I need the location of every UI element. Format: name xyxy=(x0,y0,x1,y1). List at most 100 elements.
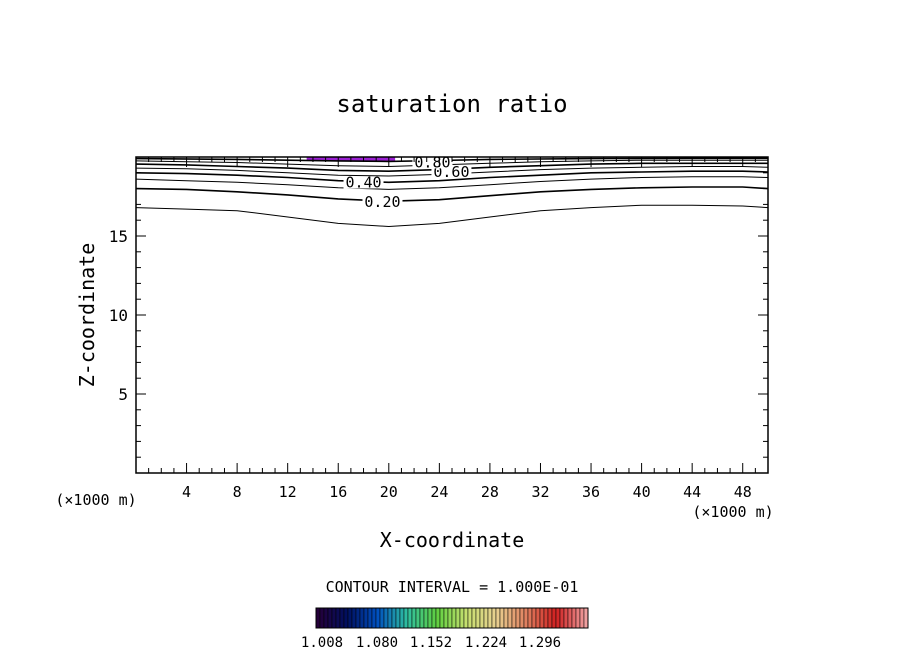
colorbar-cell xyxy=(355,607,361,629)
colorbar-tick-label: 1.008 xyxy=(301,635,343,651)
colorbar-cell xyxy=(399,607,405,629)
colorbar-cell xyxy=(339,607,345,629)
x-unit-right: (×1000 m) xyxy=(692,503,773,521)
contour-interval-text: CONTOUR INTERVAL = 1.000E-01 xyxy=(326,578,579,596)
x-tick-label: 48 xyxy=(734,483,752,501)
colorbar-cell xyxy=(455,607,461,629)
colorbar-cell xyxy=(359,607,365,629)
colorbar-cell xyxy=(471,607,477,629)
y-tick-label: 5 xyxy=(118,385,128,404)
colorbar-cell xyxy=(535,607,541,629)
x-tick-label: 24 xyxy=(430,483,448,501)
contour-label: 0.20 xyxy=(364,193,400,211)
x-tick-label: 20 xyxy=(380,483,398,501)
colorbar-cell xyxy=(531,607,537,629)
colorbar-cell xyxy=(479,607,485,629)
colorbar-cell xyxy=(375,607,381,629)
contour-line xyxy=(135,204,769,228)
x-tick-label: 28 xyxy=(481,483,499,501)
contour-line xyxy=(135,170,769,184)
plot-frame xyxy=(135,156,769,474)
x-tick-label: 36 xyxy=(582,483,600,501)
x-tick-label: 16 xyxy=(329,483,347,501)
colorbar-cell xyxy=(423,607,429,629)
y-tick-label: 15 xyxy=(109,227,128,246)
colorbar-cell xyxy=(395,607,401,629)
colorbar-tick-label: 1.080 xyxy=(356,635,398,651)
colorbar-cell xyxy=(507,607,513,629)
colorbar-frame xyxy=(315,607,589,629)
colorbar-cell xyxy=(435,607,441,629)
contour-label: 0.40 xyxy=(345,173,381,191)
colorbar-ticks: 1.008 1.080 1.152 1.224 1.296 xyxy=(301,635,561,651)
colorbar-cell xyxy=(335,607,341,629)
contour-line xyxy=(135,159,768,168)
colorbar-cell xyxy=(447,607,453,629)
colorbar-cell xyxy=(443,607,449,629)
colorbar-cell xyxy=(491,607,497,629)
colorbar-cell xyxy=(419,607,425,629)
colorbar-cell xyxy=(351,607,357,629)
colorbar-cell xyxy=(463,607,469,629)
colorbar-cell xyxy=(567,607,573,629)
y-tick-label: 10 xyxy=(109,306,128,325)
colorbar-cell xyxy=(379,607,385,629)
contour-label-bg xyxy=(343,173,384,189)
colorbar-cell xyxy=(327,607,333,629)
colorbar-cell xyxy=(459,607,465,629)
colorbar-cell xyxy=(391,607,397,629)
colorbar-cell xyxy=(403,607,409,629)
x-tick-label: 8 xyxy=(233,483,242,501)
colorbar-cell xyxy=(495,607,501,629)
colorbar-tick-label: 1.224 xyxy=(465,635,507,651)
colorbar-cell xyxy=(411,607,417,629)
colorbar-cell xyxy=(515,607,521,629)
colorbar-cell xyxy=(475,607,481,629)
plot-area: 0.200.400.600.80 xyxy=(135,153,769,228)
colorbar-cell xyxy=(467,607,473,629)
colorbar-cell xyxy=(415,607,421,629)
colorbar-cell xyxy=(315,607,321,629)
x-tick-label: 32 xyxy=(531,483,549,501)
colorbar-cell xyxy=(575,607,581,629)
colorbar-cell xyxy=(431,607,437,629)
colorbar-cell xyxy=(539,607,545,629)
colorbar-cell xyxy=(371,607,377,629)
contour-line xyxy=(135,176,769,190)
x-tick-label: 40 xyxy=(633,483,651,501)
colorbar-cell xyxy=(427,607,433,629)
colorbar-cell xyxy=(367,607,373,629)
chart-title: saturation ratio xyxy=(336,90,567,118)
x-axis-label: X-coordinate xyxy=(380,528,525,552)
x-tick-label: 4 xyxy=(182,483,191,501)
colorbar-cell xyxy=(579,607,585,629)
colorbar-cell xyxy=(319,607,325,629)
colorbar-cell xyxy=(523,607,529,629)
colorbar-tick-label: 1.296 xyxy=(519,635,561,651)
colorbar-cell xyxy=(363,607,369,629)
contour-line xyxy=(135,186,769,203)
colorbar-cell xyxy=(547,607,553,629)
y-axis-label: Z-coordinate xyxy=(75,243,99,388)
contour-label: 0.80 xyxy=(414,153,450,171)
colorbar-cell xyxy=(331,607,337,629)
colorbar-cell xyxy=(527,607,533,629)
y-axis: 5 10 15 xyxy=(109,172,768,458)
x-tick-label: 12 xyxy=(279,483,297,501)
colorbar-cell xyxy=(487,607,493,629)
colorbar-cell xyxy=(555,607,561,629)
colorbar-cell xyxy=(407,607,413,629)
colorbar-cell xyxy=(543,607,549,629)
x-unit-left: (×1000 m) xyxy=(55,491,136,509)
colorbar-cell xyxy=(387,607,393,629)
colorbar-tick-label: 1.152 xyxy=(410,635,452,651)
colorbar-cell xyxy=(519,607,525,629)
colorbar-cell xyxy=(451,607,457,629)
colorbar-cell xyxy=(571,607,577,629)
colorbar-cell xyxy=(563,607,569,629)
colorbar-cell xyxy=(583,607,589,629)
colorbar-cell xyxy=(499,607,505,629)
colorbar-cell xyxy=(511,607,517,629)
colorbar-cell xyxy=(559,607,565,629)
